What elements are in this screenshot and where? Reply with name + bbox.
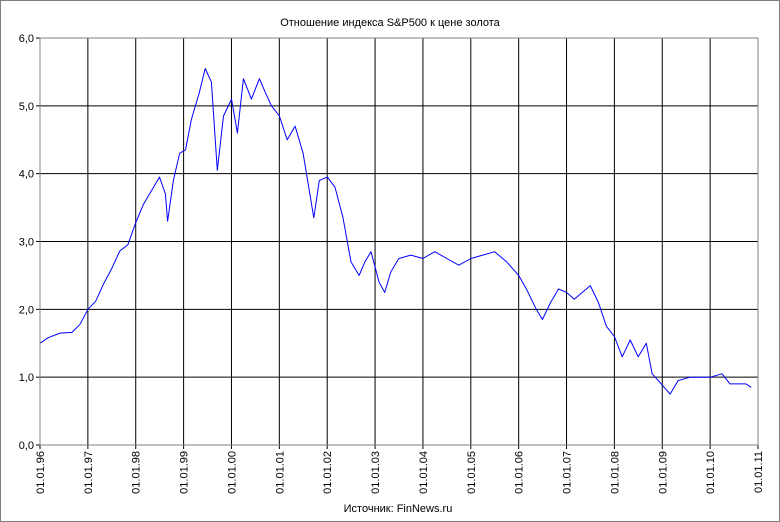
x-tick-label: 01.01.11	[753, 451, 765, 493]
x-tick-label: 01.01.08	[609, 451, 621, 494]
x-tick-label: 01.01.09	[657, 451, 669, 494]
y-tick-label: 5,0	[19, 101, 34, 113]
x-tick-label: 01.01.99	[179, 451, 191, 494]
x-tick-label: 01.01.01	[274, 451, 286, 494]
x-tick-label: 01.01.07	[562, 451, 574, 494]
x-axis-ticks: 01.01.96 01.01.97 01.01.98 01.01.99 01.01.00…	[35, 445, 765, 494]
x-tick-label: 01.01.10	[705, 451, 717, 494]
y-axis-ticks: 0,0 1,0 2,0 3,0 4,0 5,0 6,0	[19, 33, 40, 452]
x-tick-label: 01.01.04	[418, 451, 430, 494]
y-tick-label: 2,0	[19, 304, 34, 316]
series-layer	[39, 68, 752, 395]
x-tick-label: 01.01.02	[322, 451, 334, 494]
x-tick-label: 01.01.06	[514, 451, 526, 494]
x-tick-label: 01.01.03	[370, 451, 382, 494]
y-tick-label: 0,0	[19, 440, 34, 452]
y-tick-label: 3,0	[19, 237, 34, 249]
y-tick-label: 1,0	[19, 372, 34, 384]
chart-title: Отношение индекса S&P500 к цене золота	[280, 17, 500, 29]
y-tick-label: 4,0	[19, 169, 34, 181]
x-tick-label: 01.01.05	[466, 451, 478, 494]
series-line-0	[39, 68, 752, 395]
grid	[39, 37, 759, 446]
chart-source: Источник: FinNews.ru	[344, 503, 453, 515]
x-tick-label: 01.01.97	[83, 451, 95, 494]
x-tick-label: 01.01.96	[35, 451, 47, 494]
x-tick-label: 01.01.00	[226, 451, 238, 494]
plot-border	[39, 37, 759, 446]
x-tick-label: 01.01.98	[131, 451, 143, 494]
y-tick-label: 6,0	[19, 33, 34, 45]
